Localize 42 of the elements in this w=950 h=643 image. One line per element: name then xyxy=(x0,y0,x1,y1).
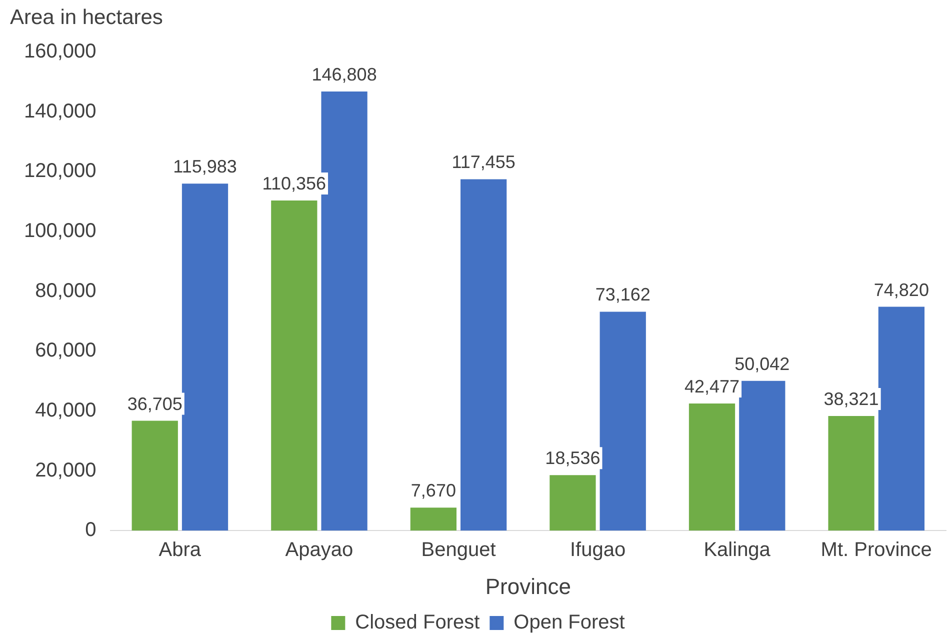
data-label: 38,321 xyxy=(824,388,879,409)
y-tick-label: 20,000 xyxy=(35,459,96,482)
y-tick-label: 160,000 xyxy=(24,40,96,63)
y-tick-label: 0 xyxy=(85,519,96,542)
x-axis-title: Province xyxy=(485,574,571,599)
data-label: 146,808 xyxy=(312,64,377,84)
data-label: 73,162 xyxy=(595,284,650,305)
y-tick-label: 120,000 xyxy=(24,160,96,182)
y-axis-title: Area in hectares xyxy=(10,6,163,30)
bar xyxy=(182,184,228,531)
y-tick-label: 100,000 xyxy=(24,220,96,242)
bar xyxy=(460,179,507,531)
data-label: 42,477 xyxy=(684,376,740,397)
y-tick-label: 60,000 xyxy=(35,340,96,362)
bar xyxy=(688,404,736,531)
bar xyxy=(132,420,178,531)
data-label: 18,536 xyxy=(545,448,600,468)
data-label: 74,820 xyxy=(874,280,929,300)
bar xyxy=(878,306,924,531)
data-label: 50,042 xyxy=(734,354,790,374)
y-tick-label: 80,000 xyxy=(35,280,96,302)
bar xyxy=(828,416,874,531)
data-label: 110,356 xyxy=(262,173,326,194)
x-tick-label: Apayao xyxy=(285,539,354,562)
data-label: 36,705 xyxy=(127,394,182,414)
data-label: 115,983 xyxy=(173,156,237,177)
x-tick-label: Abra xyxy=(158,539,202,562)
x-tick-label: Ifugao xyxy=(570,539,626,562)
y-tick-label: 40,000 xyxy=(35,399,96,422)
bar xyxy=(271,200,318,531)
bar xyxy=(739,380,786,531)
x-tick-label: Mt. Province xyxy=(820,539,932,562)
bar xyxy=(550,475,596,531)
bar xyxy=(410,508,456,531)
data-label: 117,455 xyxy=(452,152,516,172)
bar xyxy=(600,312,646,531)
legend-label: Open Forest xyxy=(514,612,626,634)
x-tick-label: Kalinga xyxy=(704,539,772,562)
y-tick-label: 140,000 xyxy=(24,100,96,122)
x-tick-label: Benguet xyxy=(421,539,496,562)
legend-label: Closed Forest xyxy=(355,612,480,634)
data-label: 7,670 xyxy=(410,480,456,501)
